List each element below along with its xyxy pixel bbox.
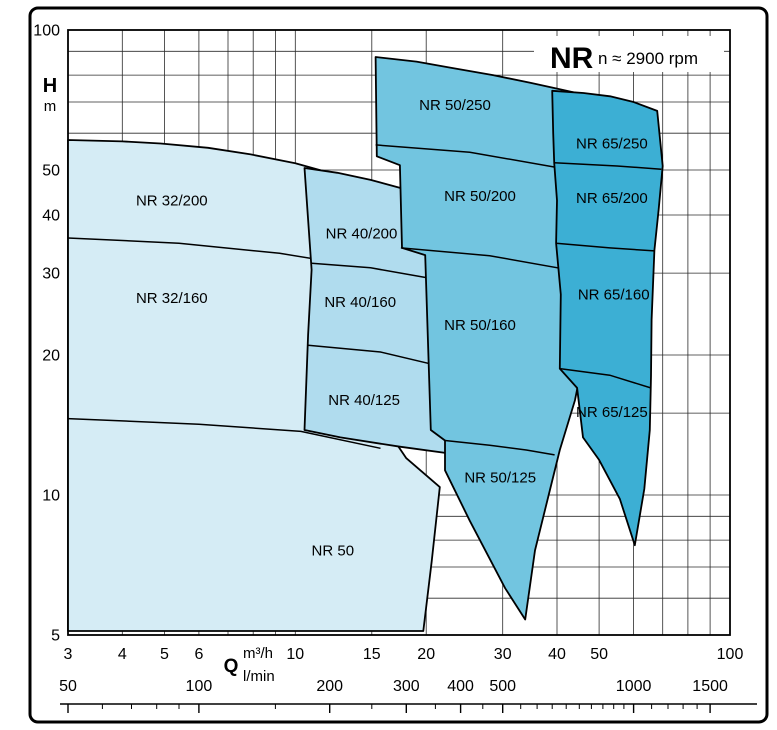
region-label-special: NR 50 (312, 542, 355, 559)
y-tick-label: 30 (42, 266, 60, 283)
x-tick-label-m3h: 6 (194, 646, 203, 663)
region-label: NR 50/250 (419, 97, 491, 114)
title-backdrop (534, 36, 724, 72)
x-tick-label-lmin: 1500 (692, 678, 728, 695)
y-tick-label: 50 (42, 163, 60, 180)
x-tick-label-m3h: 4 (118, 646, 127, 663)
region-label: NR 32/160 (136, 290, 208, 307)
divider-nr-65 (559, 367, 651, 389)
y-axis-symbol: H (43, 75, 57, 97)
x-tick-label-lmin: 1000 (616, 678, 652, 695)
x-tick-label-m3h: 15 (363, 646, 381, 663)
region-label: NR 65/250 (576, 136, 648, 153)
x-tick-label-m3h: 40 (548, 646, 566, 663)
region-label: NR 40/125 (328, 392, 400, 409)
region-nr-50 (374, 56, 600, 621)
region-label: NR 50/125 (464, 470, 536, 487)
x-tick-label-lmin: 100 (186, 678, 213, 695)
x-axis-unit-primary: m³/h (243, 645, 273, 662)
x-tick-label-m3h: 20 (417, 646, 435, 663)
divider-nr-65 (554, 162, 662, 170)
x-tick-label-m3h: 100 (717, 646, 744, 663)
region-label: NR 40/200 (326, 226, 398, 243)
chart-title-model: NR (550, 42, 594, 75)
y-tick-label: 10 (42, 488, 60, 505)
x-tick-label-m3h: 3 (64, 646, 73, 663)
y-tick-label: 20 (42, 348, 60, 365)
divider-nr-32 (67, 417, 381, 450)
x-tick-label-m3h: 50 (590, 646, 608, 663)
region-label: NR 40/160 (324, 294, 396, 311)
region-label: NR 65/200 (576, 190, 648, 207)
region-label: NR 50/200 (444, 188, 516, 205)
region-label: NR 65/160 (578, 286, 650, 303)
x-tick-label-m3h: 5 (160, 646, 169, 663)
x-tick-label-m3h: 10 (286, 646, 304, 663)
outer-frame (28, 6, 769, 724)
region-label: NR 50/160 (444, 317, 516, 334)
x-tick-label-lmin: 50 (59, 678, 77, 695)
x-tick-label-lmin: 400 (447, 678, 474, 695)
x-axis-symbol: Q (224, 656, 239, 677)
x-tick-label-lmin: 300 (393, 678, 420, 695)
divider-nr-50 (444, 439, 555, 456)
x-tick-label-m3h: 30 (494, 646, 512, 663)
y-tick-label: 100 (33, 23, 60, 40)
y-axis-unit: m (44, 98, 57, 115)
x-tick-label-lmin: 500 (489, 678, 516, 695)
x-tick-label-lmin: 200 (316, 678, 343, 695)
y-tick-label: 40 (42, 208, 60, 225)
region-label: NR 32/200 (136, 192, 208, 209)
region-nr-65 (551, 89, 664, 547)
x-axis-unit-secondary: l/min (243, 668, 275, 685)
divider-nr-65 (556, 242, 655, 252)
region-label: NR 65/125 (576, 404, 648, 421)
chart-title-speed: n ≈ 2900 rpm (598, 49, 698, 68)
y-tick-label: 5 (51, 628, 60, 645)
